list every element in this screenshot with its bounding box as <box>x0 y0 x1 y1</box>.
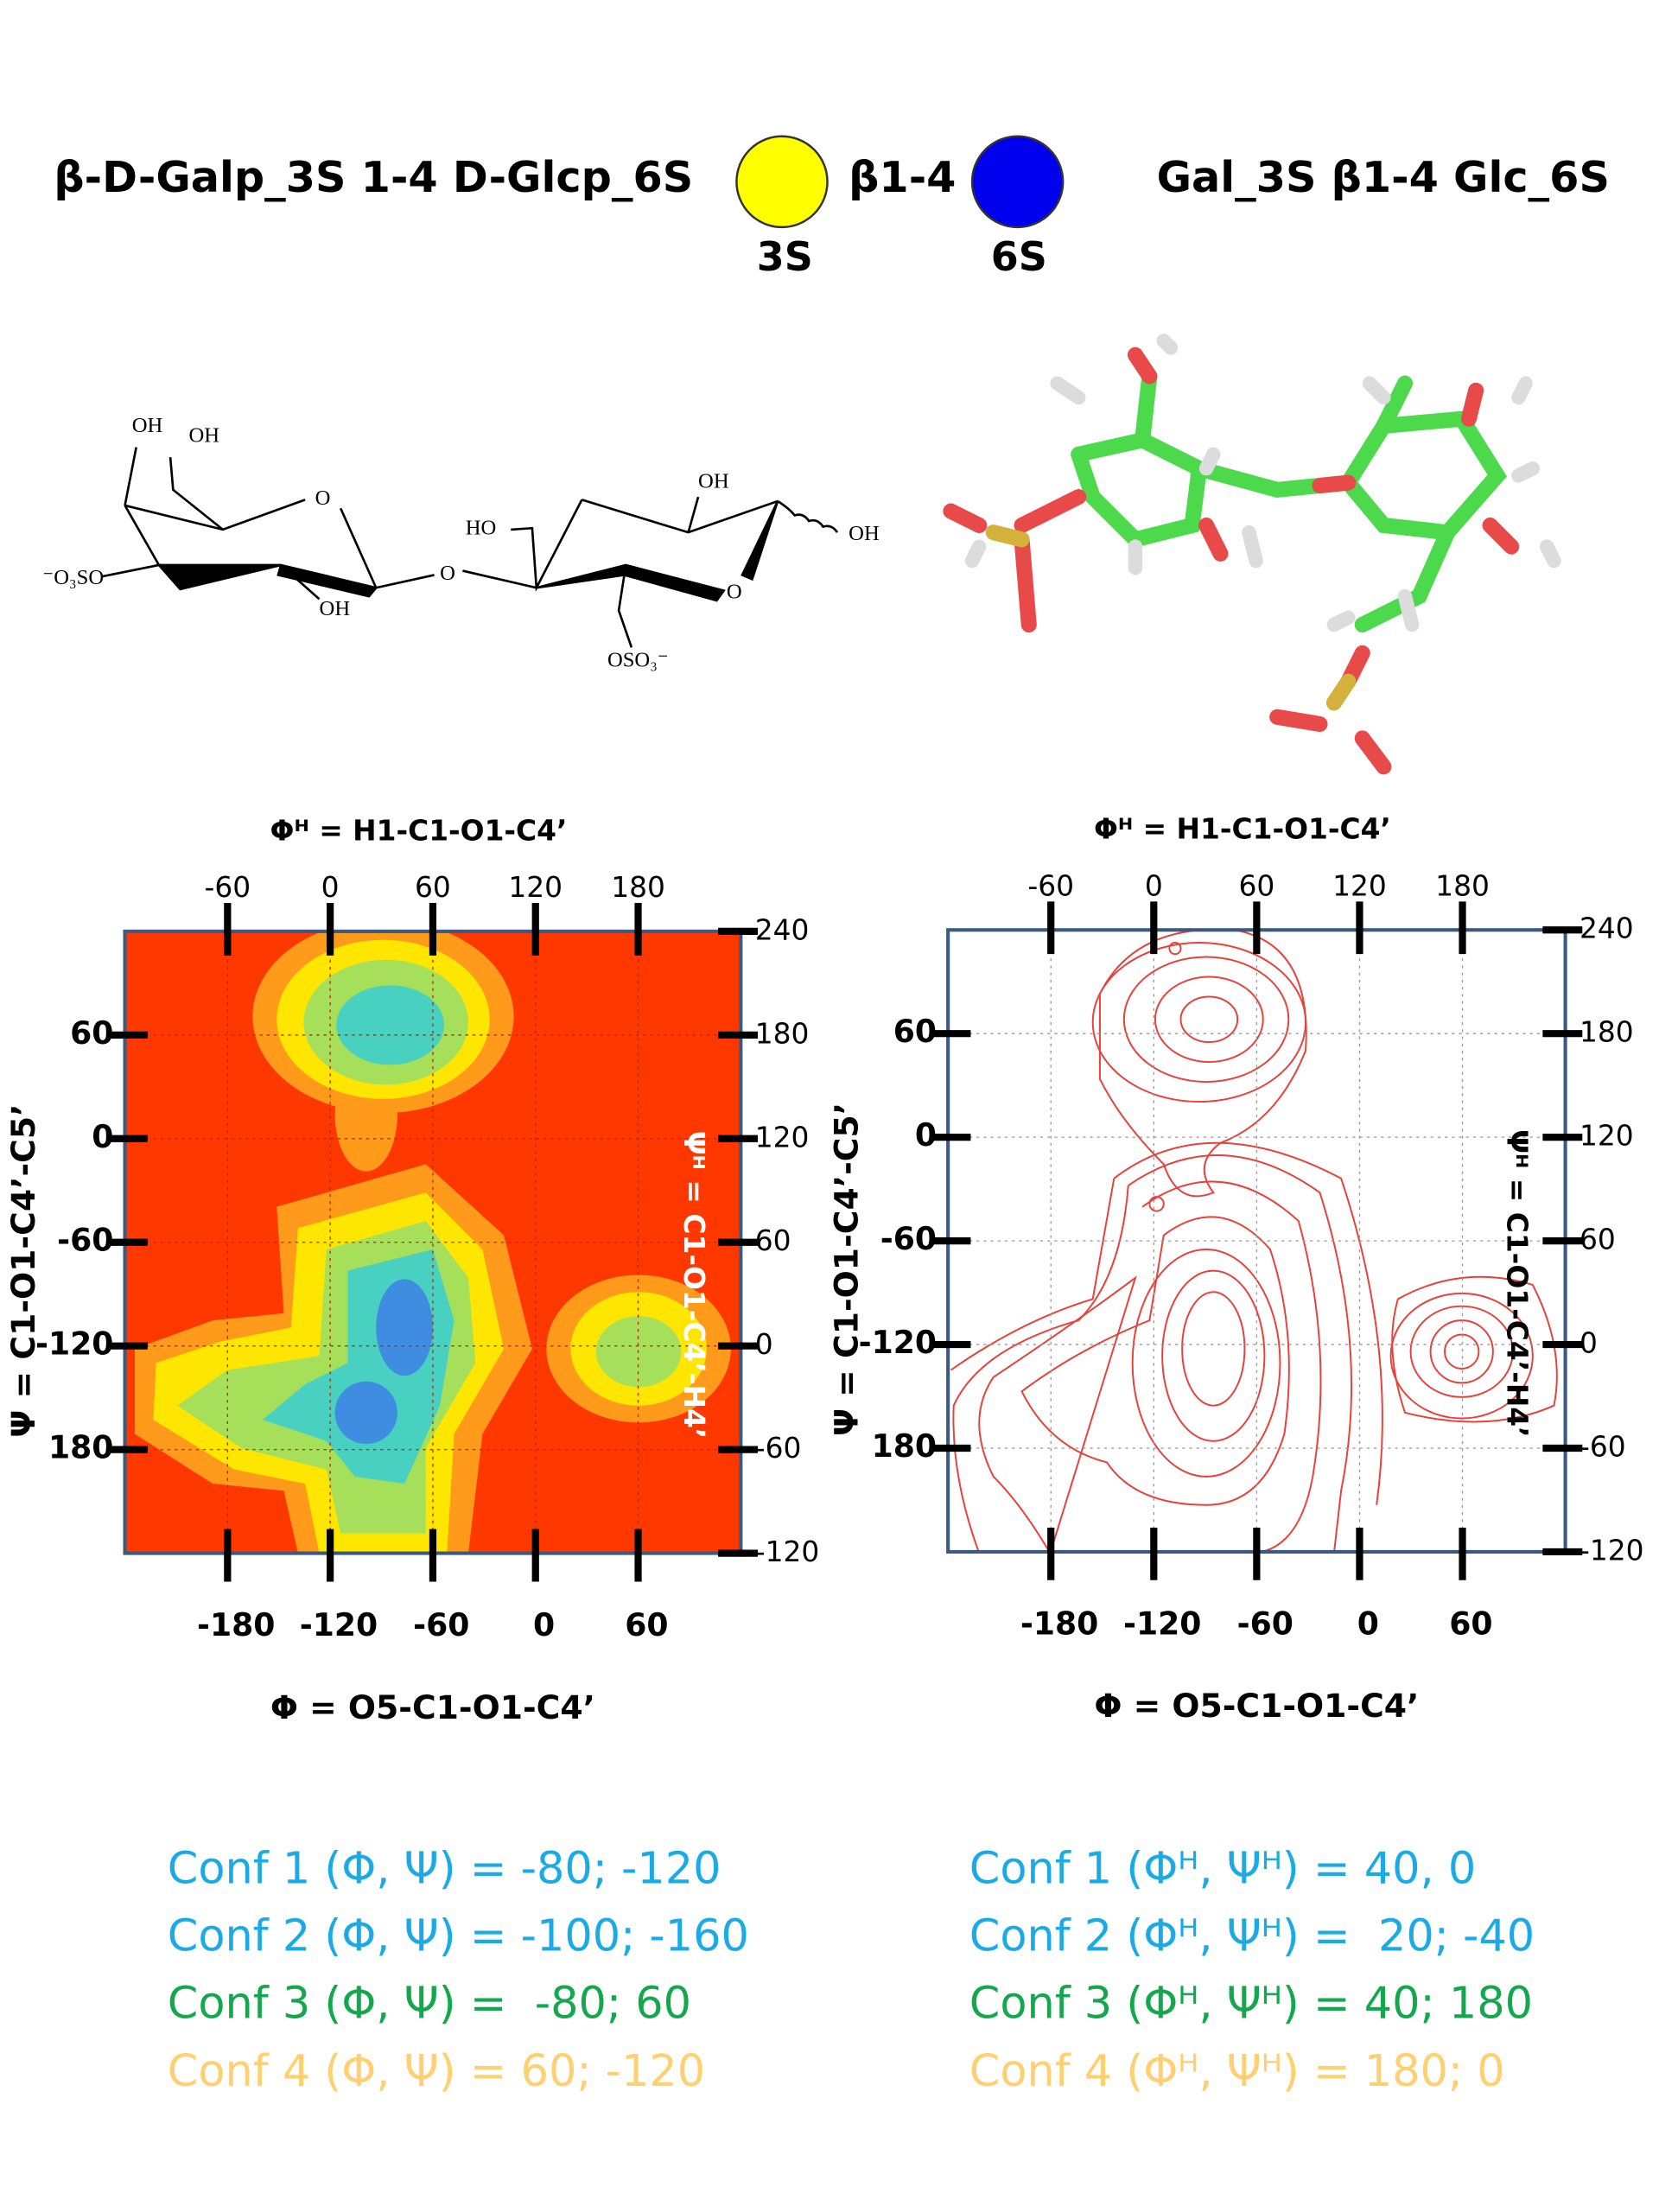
x-top-tick-label: -60 <box>205 871 251 904</box>
right-axis-title: Ψᴴ = C1-O1-C4’-H4’ <box>677 1131 710 1440</box>
y-right-tick-label: 240 <box>755 913 810 946</box>
conformation-line: Conf 2 (Φᴴ, Ψᴴ) = 20; -40 <box>969 1911 1535 1962</box>
y-tick-label: -120 <box>859 1324 937 1361</box>
y-right-tick-label: 180 <box>1580 1016 1634 1049</box>
y-right-tick-label: -60 <box>1580 1430 1626 1463</box>
x-top-tick-label: 180 <box>611 871 665 904</box>
gal-label: 3S <box>757 233 813 280</box>
y-right-tick-label: -120 <box>1580 1534 1644 1567</box>
x-tick-label: -60 <box>1237 1605 1294 1642</box>
x-tick-label: 60 <box>1449 1605 1492 1642</box>
top-axis-title: Φᴴ = H1-C1-O1-C4’ <box>270 814 568 847</box>
y-right-tick-label: 60 <box>1580 1224 1616 1256</box>
chemical-structure <box>101 447 839 648</box>
bottom-axis-title: Φ = O5-C1-O1-C4’ <box>1094 1687 1419 1725</box>
y-tick-label: 0 <box>92 1118 113 1155</box>
glucose-symbol <box>970 135 1065 229</box>
y-tick-label: 60 <box>70 1014 113 1052</box>
x-top-tick-label: 120 <box>1332 869 1387 902</box>
y-tick-label: 180 <box>872 1427 937 1465</box>
x-tick-label: -120 <box>300 1606 378 1643</box>
x-top-tick-label: 180 <box>1435 869 1490 902</box>
y-tick-label: 60 <box>893 1013 937 1050</box>
axes: -180 -120 -60 0 60 -60 0 60 120 180 60 0 -60 -120 180 2… <box>4 813 1643 1726</box>
y-tick-label: -60 <box>57 1222 113 1259</box>
top-axis-title: Φᴴ = H1-C1-O1-C4’ <box>1094 813 1391 846</box>
y-right-tick-label: -60 <box>755 1432 802 1465</box>
galactose-symbol <box>735 135 829 229</box>
y-right-tick-label: 0 <box>755 1328 773 1361</box>
atom-label: O <box>315 486 331 510</box>
conformation-line: Conf 2 (Φ, Ψ) = -100; -160 <box>168 1911 749 1962</box>
conformation-line: Conf 3 (Φᴴ, Ψᴴ) = 40; 180 <box>969 1979 1533 2030</box>
y-tick-label: -60 <box>880 1220 937 1257</box>
conformations: Conf 1 (Φ, Ψ) = -80; -120 Conf 2 (Φ, Ψ) =… <box>168 1844 1535 2097</box>
glc-label: 6S <box>991 233 1047 280</box>
atom-label: OH <box>132 414 163 437</box>
x-tick-label: 0 <box>533 1606 555 1643</box>
x-tick-label: -180 <box>197 1606 275 1643</box>
conformation-line: Conf 4 (Φᴴ, Ψᴴ) = 180; 0 <box>969 2046 1505 2097</box>
atom-label: HO <box>466 517 497 540</box>
x-tick-label: 0 <box>1357 1605 1379 1642</box>
atom-label: OH <box>320 597 351 620</box>
x-tick-label: -180 <box>1020 1605 1098 1642</box>
bottom-axis-title: Φ = O5-C1-O1-C4’ <box>270 1688 595 1726</box>
y-right-tick-label: 60 <box>755 1224 791 1257</box>
x-tick-label: -120 <box>1123 1605 1201 1642</box>
header-right: Gal_3S β1-4 Glc_6S <box>1157 152 1610 202</box>
atom-label: ⁻O₃SO <box>42 566 104 589</box>
left-axis-title: Ψ = C1-O1-C4’-C5’ <box>4 1104 42 1438</box>
y-right-tick-label: 120 <box>755 1121 810 1154</box>
y-right-tick-label: 0 <box>1580 1327 1598 1360</box>
conformation-line: Conf 1 (Φᴴ, Ψᴴ) = 40, 0 <box>969 1844 1476 1895</box>
x-top-tick-label: 0 <box>321 871 340 904</box>
x-top-tick-label: 60 <box>415 871 451 904</box>
x-top-tick-label: -60 <box>1027 869 1074 902</box>
structure-labels: OH OH O ⁻O₃SO OH O HO OH OH O OSO₃⁻ <box>42 414 880 671</box>
y-right-tick-label: 180 <box>755 1017 810 1050</box>
header-linkage: β1-4 <box>849 152 956 202</box>
y-tick-label: 180 <box>48 1429 113 1466</box>
right-axis-title: Ψᴴ = C1-O1-C4’-H4’ <box>1501 1129 1534 1438</box>
conformation-line: Conf 3 (Φ, Ψ) = -80; 60 <box>168 1979 691 2030</box>
atom-label: OH <box>849 522 880 545</box>
x-tick-label: 60 <box>625 1606 668 1643</box>
contours <box>950 930 1558 1552</box>
plot-axes: -180 -120 -60 0 60 -60 0 60 120 180 60 0 -60 -120 180 2… <box>828 813 1644 1725</box>
atom-label: O <box>727 580 742 603</box>
y-right-tick-label: 120 <box>1580 1120 1634 1153</box>
x-top-tick-label: 60 <box>1238 869 1274 902</box>
x-top-tick-label: 120 <box>508 871 563 904</box>
y-right-tick-label: 240 <box>1580 912 1634 945</box>
atom-label: OH <box>698 469 729 493</box>
y-tick-label: -120 <box>35 1325 113 1363</box>
header-left: β-D-Galp_3S 1-4 D-Glcp_6S <box>54 152 693 202</box>
atom-label: OSO₃⁻ <box>607 648 669 671</box>
conformation-line: Conf 4 (Φ, Ψ) = 60; -120 <box>168 2046 705 2097</box>
x-top-tick-label: 0 <box>1145 869 1163 902</box>
left-axis-title: Ψ = C1-O1-C4’-C5’ <box>828 1103 866 1436</box>
y-tick-label: 0 <box>915 1116 937 1154</box>
y-right-tick-label: -120 <box>755 1535 820 1568</box>
x-tick-label: -60 <box>413 1606 469 1643</box>
stick-model <box>943 334 1561 775</box>
plot-axes: -180 -120 -60 0 60 -60 0 60 120 180 60 0 -60 -120 180 2… <box>4 814 819 1726</box>
atom-label: O <box>440 562 455 585</box>
atom-label: OH <box>188 424 219 448</box>
conformation-line: Conf 1 (Φ, Ψ) = -80; -120 <box>168 1844 721 1895</box>
